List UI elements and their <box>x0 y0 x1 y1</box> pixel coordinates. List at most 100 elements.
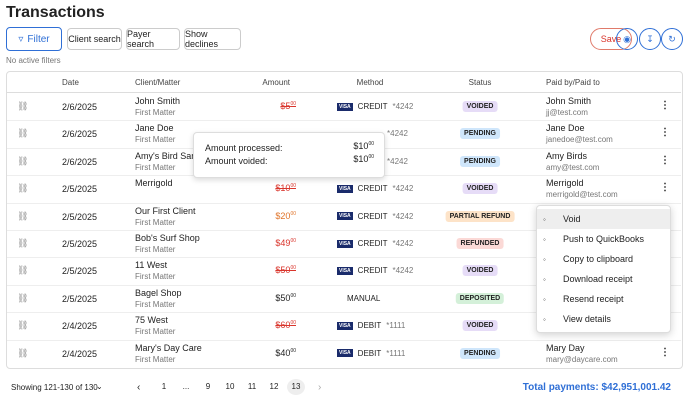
client: Bob's Surf Shop <box>135 233 200 243</box>
tooltip-label: Amount processed: <box>205 143 283 153</box>
amount: $40 <box>275 347 291 358</box>
view-button[interactable]: ◉ <box>616 28 638 50</box>
matter: First Matter <box>135 108 176 117</box>
link-icon[interactable]: ⛓ <box>17 238 29 248</box>
link-icon[interactable]: ⛓ <box>17 183 29 194</box>
last4: *4242 <box>387 156 408 166</box>
method-type: CREDIT <box>357 184 388 194</box>
amount: $1000 <box>275 183 296 193</box>
date: 2/6/2025 <box>62 102 98 112</box>
page-link[interactable]: ... <box>182 382 190 391</box>
method-type: CREDIT <box>357 211 388 221</box>
card-brand: VISA <box>337 239 353 248</box>
row-actions[interactable]: ⋮ <box>660 127 670 139</box>
page-link[interactable]: 12 <box>269 382 279 391</box>
page-link[interactable]: 13 <box>287 379 305 395</box>
link-icon[interactable]: ⛓ <box>17 320 29 331</box>
showing: Showing 121-130 of 130 <box>11 383 98 392</box>
last4: *4242 <box>387 129 408 139</box>
matter: First Matter <box>135 327 176 337</box>
row-actions[interactable]: ⋮ <box>660 154 670 166</box>
date: 2/4/2025 <box>62 321 98 332</box>
amount: $50 <box>275 292 291 303</box>
payer-email: mary@daycare.com <box>546 354 618 364</box>
row-actions[interactable]: ⋮ <box>660 100 670 111</box>
download-button[interactable]: ↧ <box>639 28 661 50</box>
page-link[interactable]: 11 <box>247 382 257 391</box>
menu-item-label: Push to QuickBooks <box>563 234 645 244</box>
date: 2/6/2025 <box>62 129 98 140</box>
amount: $5000 <box>275 265 296 275</box>
menu-item[interactable]: ◦ Download receipt <box>543 274 633 284</box>
payer-email: jj@test.com <box>546 108 588 117</box>
method-type: MANUAL <box>347 293 381 303</box>
page-title: Transactions <box>6 4 105 21</box>
card-brand: VISA <box>337 349 353 358</box>
card-brand: VISA <box>337 322 353 331</box>
status-badge: VOIDED <box>462 265 498 277</box>
page-link[interactable]: 1 <box>161 382 167 391</box>
method: VISA CREDIT *4242 <box>337 102 413 111</box>
matter: First Matter <box>135 217 176 227</box>
status-badge: VOIDED <box>462 101 498 112</box>
client: Jane Doe <box>135 123 174 134</box>
context-menu: ◦ Void ◦ Push to QuickBooks ◦ Copy to clipboa… <box>536 205 671 333</box>
menu-item[interactable]: ◦ Void <box>537 209 670 229</box>
cents: 00 <box>290 265 296 272</box>
menu-item[interactable]: ◦ View details <box>543 314 611 324</box>
amount: $10 <box>275 183 291 194</box>
method-type: CREDIT <box>357 102 388 111</box>
menu-item-label: View details <box>563 314 611 324</box>
method: *4242 <box>382 157 408 166</box>
prev-page[interactable]: ‹ <box>137 382 141 393</box>
menu-item[interactable]: ◦ Resend receipt <box>543 294 624 304</box>
page-link[interactable]: 10 <box>225 382 235 391</box>
card-brand: VISA <box>337 102 353 111</box>
last4: *4242 <box>392 266 414 276</box>
row-divider <box>7 312 681 314</box>
link-icon[interactable]: ⛓ <box>17 128 29 139</box>
date: 2/4/2025 <box>62 348 98 359</box>
link-icon[interactable]: ⛓ <box>17 265 29 276</box>
last4: *4242 <box>392 102 414 111</box>
card-brand: VISA <box>337 267 353 276</box>
status-badge: PARTIAL REFUND <box>445 210 515 222</box>
link-icon[interactable]: ⛓ <box>17 210 29 221</box>
status-badge: PENDING <box>460 155 500 167</box>
client-search-button[interactable]: Client search <box>67 28 122 50</box>
amount: $20 <box>275 210 291 221</box>
page-size-toggle[interactable]: ⌄ <box>96 382 103 391</box>
link-icon[interactable]: ⛓ <box>17 292 29 303</box>
menu-item[interactable]: ◦ Copy to clipboard <box>543 254 634 264</box>
page-link[interactable]: 9 <box>205 382 211 391</box>
client: Merrigold <box>135 178 173 189</box>
matter: First Matter <box>135 135 176 145</box>
show-declines-button[interactable]: Show declines <box>184 28 241 50</box>
date: 2/5/2025 <box>62 211 98 222</box>
method: VISA CREDIT *4242 <box>337 184 413 193</box>
link-icon[interactable]: ⛓ <box>17 155 29 166</box>
filter-button[interactable]: ▿ Filter <box>6 27 62 51</box>
link-icon[interactable]: ⛓ <box>17 347 29 358</box>
menu-item-label: Resend receipt <box>563 294 624 304</box>
card-brand: VISA <box>337 185 353 194</box>
next-page[interactable]: › <box>318 382 322 393</box>
menu-item[interactable]: ◦ Push to QuickBooks <box>543 234 645 244</box>
cents: 00 <box>290 292 296 299</box>
matter: First Matter <box>135 354 176 364</box>
row-actions[interactable]: ⋮ <box>660 346 670 358</box>
tooltip: Amount processed: $1000 Amount voided: $100… <box>193 132 385 178</box>
status-badge: REFUNDED <box>456 238 504 249</box>
payer-search-button[interactable]: Payer search <box>126 28 180 50</box>
link-icon[interactable]: ⛓ <box>17 101 29 111</box>
method: VISA DEBIT *1111 <box>337 321 405 330</box>
row-actions[interactable]: ⋮ <box>660 182 670 194</box>
amount: $49 <box>275 238 291 248</box>
last4: *1111 <box>386 321 406 331</box>
row-divider <box>7 230 681 231</box>
refresh-button[interactable]: ↻ <box>661 28 683 50</box>
last4: *4242 <box>392 184 414 194</box>
client: John Smith <box>135 96 181 106</box>
payer: Mary Day <box>546 342 585 353</box>
